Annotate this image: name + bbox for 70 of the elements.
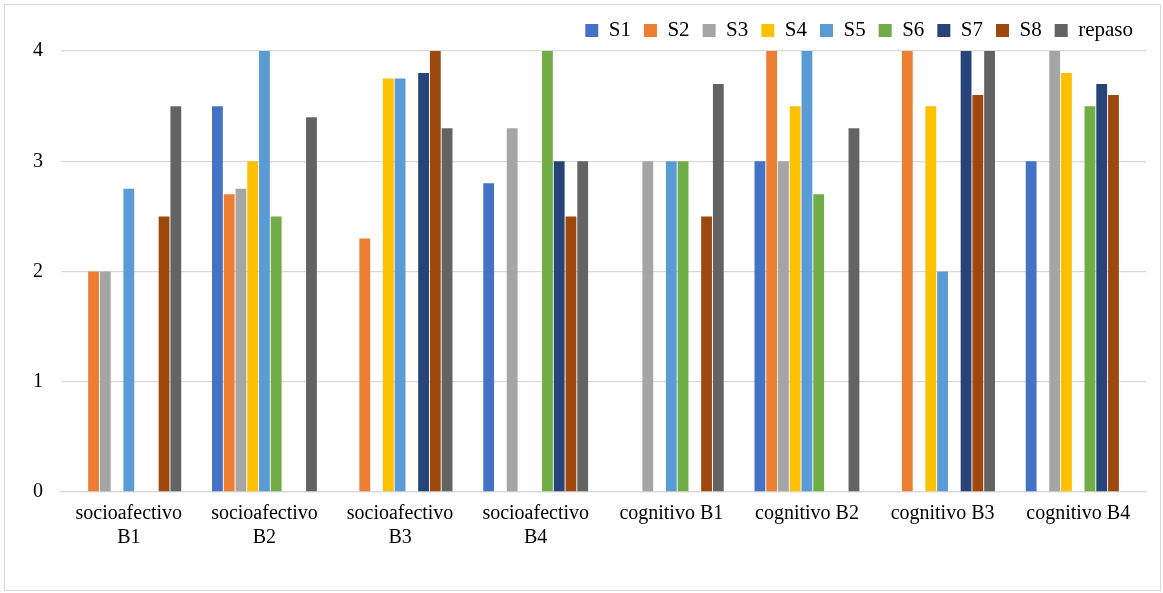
bar <box>901 51 913 492</box>
y-tick-label: 0 <box>33 479 43 502</box>
x-tick-label: cognitivo B3 <box>890 501 995 525</box>
bar <box>577 161 589 492</box>
bar <box>259 51 270 492</box>
bar <box>754 161 766 492</box>
bar <box>813 194 825 492</box>
bar <box>170 106 182 492</box>
legend-label: S3 <box>726 17 749 42</box>
legend-label: S8 <box>1019 17 1042 42</box>
bar <box>223 194 235 492</box>
bar <box>677 161 689 492</box>
bar <box>158 216 170 492</box>
bar <box>270 216 282 492</box>
bar <box>642 161 654 492</box>
bar <box>506 128 518 492</box>
bar <box>766 51 778 492</box>
bar <box>123 188 135 492</box>
y-tick-label: 2 <box>33 258 43 281</box>
bar <box>542 51 553 492</box>
bar <box>394 78 406 492</box>
legend-label: S4 <box>784 17 808 42</box>
x-tick-label: socioafectivo B1 <box>75 501 183 548</box>
bar <box>778 161 789 492</box>
bar <box>701 216 712 492</box>
x-tick-label: socioafectivo B3 <box>346 501 454 548</box>
y-tick-label: 3 <box>33 148 43 171</box>
legend-label: S7 <box>960 17 984 42</box>
bar <box>848 128 860 492</box>
legend-label: S1 <box>608 17 631 42</box>
x-tick-label: cognitivo B4 <box>1026 501 1131 525</box>
bar <box>382 78 394 492</box>
legend-label: S6 <box>902 17 925 42</box>
bar <box>712 84 724 492</box>
bar <box>247 161 259 492</box>
bar <box>960 51 972 492</box>
bar <box>306 117 317 492</box>
bar <box>1049 51 1061 492</box>
bar <box>88 271 99 492</box>
bar <box>359 238 371 492</box>
bar <box>553 161 565 492</box>
bar <box>99 271 111 492</box>
bar <box>235 188 247 492</box>
x-tick-label: socioafectivo B4 <box>482 501 589 548</box>
x-tick-label: cognitivo B1 <box>619 501 724 525</box>
bar <box>212 106 223 492</box>
bar <box>483 183 495 492</box>
bar <box>1061 73 1072 492</box>
x-tick-label: cognitivo B2 <box>754 501 859 525</box>
bar <box>665 161 677 492</box>
legend-label: S2 <box>667 17 690 42</box>
y-tick-label: 4 <box>33 38 43 61</box>
bar <box>937 271 948 492</box>
legend-label: S5 <box>843 17 866 42</box>
bar <box>1096 84 1108 492</box>
bar <box>801 51 813 492</box>
y-tick-label: 1 <box>33 369 43 391</box>
bar <box>565 216 577 492</box>
bar <box>789 106 801 492</box>
bar <box>984 51 995 492</box>
bar <box>429 51 441 492</box>
bar <box>1108 95 1119 492</box>
bar <box>418 73 429 492</box>
bar <box>441 128 453 492</box>
legend-label: repaso <box>1078 17 1134 42</box>
bar <box>1025 161 1037 492</box>
x-tick-label: socioafectivo B2 <box>211 501 318 548</box>
bar <box>1084 106 1096 492</box>
bar <box>925 106 937 492</box>
bar <box>972 95 984 492</box>
